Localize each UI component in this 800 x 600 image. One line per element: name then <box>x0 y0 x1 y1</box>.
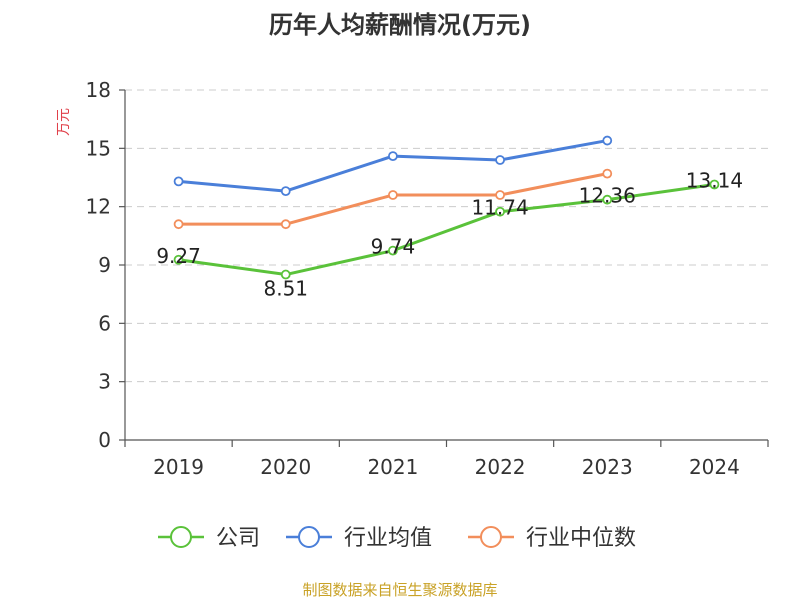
legend-swatch-marker <box>298 526 320 548</box>
data-point <box>280 186 291 197</box>
y-axis-unit-label: 万元 <box>56 108 72 136</box>
y-tick-label: 15 <box>86 136 111 160</box>
data-label: 9.27 <box>156 244 201 268</box>
legend-swatch-marker <box>480 526 502 548</box>
axes: 0 3 6 9 12 15 18 2019 2020 2021 2022 2023 2024 <box>86 78 769 479</box>
data-point <box>173 176 184 187</box>
data-point <box>388 151 398 162</box>
data-point <box>388 190 398 200</box>
data-point <box>495 206 505 217</box>
legend: 公司 行业均值 行业中位数 <box>158 526 636 551</box>
data-point <box>173 219 184 230</box>
data-point <box>709 179 720 190</box>
y-tick-label: 3 <box>98 370 111 394</box>
y-tick-label: 6 <box>98 311 111 335</box>
data-labels: 9.27 8.51 9.74 11.74 12.36 13.14 <box>156 169 743 301</box>
data-point <box>602 194 613 205</box>
data-point <box>495 155 505 165</box>
legend-label: 行业中位数 <box>526 526 636 551</box>
y-tick-label: 9 <box>98 253 111 277</box>
y-tick-label: 0 <box>98 428 111 452</box>
y-tick-label: 12 <box>86 195 111 219</box>
x-tick-label: 2022 <box>475 455 526 479</box>
series-line-0 <box>178 183 715 277</box>
legend-swatch-marker <box>170 526 192 548</box>
data-point <box>280 269 291 280</box>
data-point <box>280 219 291 230</box>
data-point <box>173 254 184 265</box>
legend-label: 行业均值 <box>344 526 432 551</box>
legend-item: 行业均值 <box>286 526 432 551</box>
chart-title: 历年人均薪酬情况(万元) <box>269 11 531 39</box>
data-point <box>388 245 398 256</box>
source-note: 制图数据来自恒生聚源数据库 <box>302 581 497 599</box>
grid-lines <box>125 89 768 383</box>
data-label: 12.36 <box>579 184 636 208</box>
data-point <box>602 135 613 146</box>
x-tick-label: 2021 <box>367 455 418 479</box>
data-point <box>495 190 505 200</box>
x-tick-label: 2019 <box>153 455 204 479</box>
x-tick-label: 2020 <box>260 455 311 479</box>
data-label: 13.14 <box>686 169 743 193</box>
y-tick-label: 18 <box>86 78 111 102</box>
data-label: 8.51 <box>263 277 308 301</box>
data-point <box>602 168 613 179</box>
x-tick-label: 2023 <box>582 455 633 479</box>
data-label: 9.74 <box>371 235 416 259</box>
legend-label: 公司 <box>216 526 260 551</box>
legend-item: 公司 <box>158 526 260 551</box>
legend-item: 行业中位数 <box>468 526 636 551</box>
data-label: 11.74 <box>471 196 528 220</box>
x-tick-label: 2024 <box>689 455 740 479</box>
series-lines <box>173 135 720 280</box>
